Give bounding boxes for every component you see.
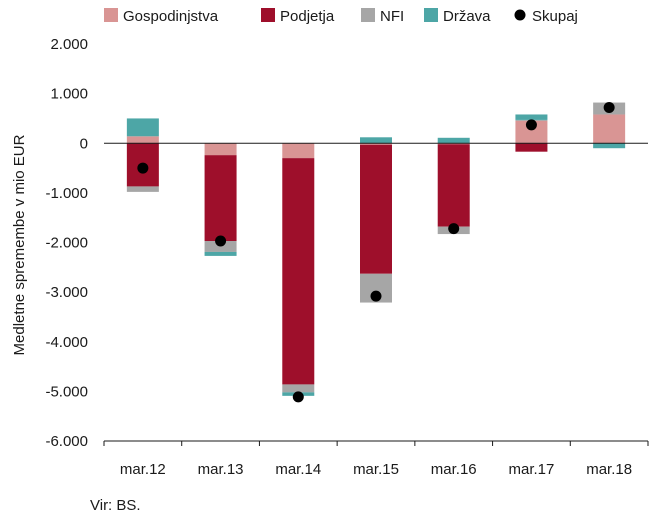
legend-swatch-gospodinjstva (104, 8, 118, 22)
bar-segment-gospodinjstva (282, 143, 315, 159)
y-tick-label: 1.000 (50, 86, 88, 103)
total-marker (215, 235, 227, 247)
total-marker (603, 102, 615, 114)
bar-segment-država (126, 118, 159, 137)
total-marker (525, 119, 537, 131)
x-tick-label: mar.12 (120, 461, 166, 478)
y-tick-label: -5.000 (45, 383, 88, 400)
y-tick-label: -6.000 (45, 433, 88, 450)
x-tick-label: mar.15 (353, 461, 399, 478)
total-marker (448, 223, 460, 235)
bar-segment-država (360, 137, 392, 144)
legend-label: Skupaj (532, 8, 578, 25)
x-axis: mar.12 mar.13 mar.14 mar.15 mar.16 mar.17 mar.… (103, 440, 649, 478)
x-tick-label: mar.16 (431, 461, 477, 478)
bar-segment-gospodinjstva (515, 120, 548, 144)
legend-swatch-država (424, 8, 438, 22)
bar-segment-podjetja (282, 158, 315, 385)
legend-label: Država (443, 8, 491, 25)
bar-segment-država (515, 114, 548, 120)
bar-segment-nfi (126, 186, 159, 192)
bar-segment-država (437, 137, 470, 144)
total-marker (137, 162, 149, 174)
bar-segment-podjetja (515, 143, 548, 152)
source-note: Vir: BS. (90, 497, 141, 514)
bar-segment-podjetja (204, 155, 237, 242)
y-tick-label: -1.000 (45, 185, 88, 202)
total-marker (292, 391, 304, 403)
bar-segment-država (593, 143, 626, 149)
bar-segment-podjetja (437, 144, 470, 227)
bar-segment-nfi (282, 384, 315, 393)
x-tick-label: mar.18 (586, 461, 632, 478)
bar-segment-država (204, 251, 237, 256)
legend-swatch-podjetja (261, 8, 275, 22)
x-tick-label: mar.14 (275, 461, 321, 478)
bars (126, 102, 626, 396)
y-tick-label: 0 (80, 135, 88, 152)
x-tick-label: mar.13 (198, 461, 244, 478)
bar-segment-gospodinjstva (593, 114, 626, 144)
legend-label: Gospodinjstva (123, 8, 219, 25)
legend-label: Podjetja (280, 8, 335, 25)
total-markers (137, 102, 615, 403)
legend-marker-skupaj (514, 9, 526, 21)
legend: Gospodinjstva Podjetja NFI Država Skupaj (104, 8, 578, 25)
bar-segment-podjetja (360, 144, 392, 274)
x-tick-label: mar.17 (508, 461, 554, 478)
y-axis-label: Medletne spremembe v mio EUR (11, 134, 28, 355)
bar-segment-gospodinjstva (126, 136, 159, 144)
total-marker (370, 290, 382, 302)
bar-segment-gospodinjstva (204, 143, 237, 156)
legend-label: NFI (380, 8, 404, 25)
y-axis: 2.000 1.000 0 -1.000 -2.000 -3.000 -4.000 -5.00… (45, 36, 88, 450)
y-tick-label: -3.000 (45, 284, 88, 301)
y-tick-label: -2.000 (45, 235, 88, 252)
bar-segment-gospodinjstva (360, 143, 392, 145)
y-tick-label: -4.000 (45, 334, 88, 351)
legend-swatch-nfi (361, 8, 375, 22)
y-tick-label: 2.000 (50, 36, 88, 53)
